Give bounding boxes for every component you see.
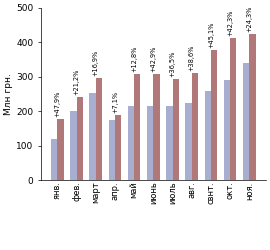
- Bar: [166, 106, 173, 180]
- Bar: [109, 120, 115, 180]
- Y-axis label: Млн грн.: Млн грн.: [4, 73, 13, 115]
- Bar: [205, 91, 211, 180]
- Text: +42,3%: +42,3%: [227, 10, 233, 36]
- Text: +42,9%: +42,9%: [150, 46, 156, 72]
- Bar: [89, 93, 96, 180]
- Bar: [115, 115, 121, 180]
- Bar: [70, 111, 77, 180]
- Bar: [51, 139, 58, 180]
- Text: +45,1%: +45,1%: [208, 22, 214, 48]
- Text: +38,6%: +38,6%: [189, 45, 195, 72]
- Bar: [249, 34, 256, 180]
- Bar: [230, 38, 237, 180]
- Bar: [96, 78, 102, 180]
- Text: +21,2%: +21,2%: [74, 68, 80, 94]
- Bar: [211, 50, 217, 180]
- Text: +16,9%: +16,9%: [93, 49, 99, 76]
- Bar: [134, 74, 140, 180]
- Bar: [185, 103, 192, 180]
- Bar: [77, 96, 83, 180]
- Text: +24,3%: +24,3%: [246, 6, 252, 32]
- Bar: [147, 106, 153, 180]
- Text: +36,5%: +36,5%: [170, 50, 176, 77]
- Bar: [243, 63, 249, 180]
- Bar: [58, 119, 64, 180]
- Bar: [153, 74, 160, 180]
- Text: +47,9%: +47,9%: [54, 90, 60, 117]
- Bar: [224, 80, 230, 180]
- Text: +12,8%: +12,8%: [131, 46, 137, 72]
- Bar: [128, 106, 134, 180]
- Text: +7,1%: +7,1%: [112, 91, 118, 113]
- Bar: [173, 79, 179, 180]
- Bar: [192, 74, 198, 180]
